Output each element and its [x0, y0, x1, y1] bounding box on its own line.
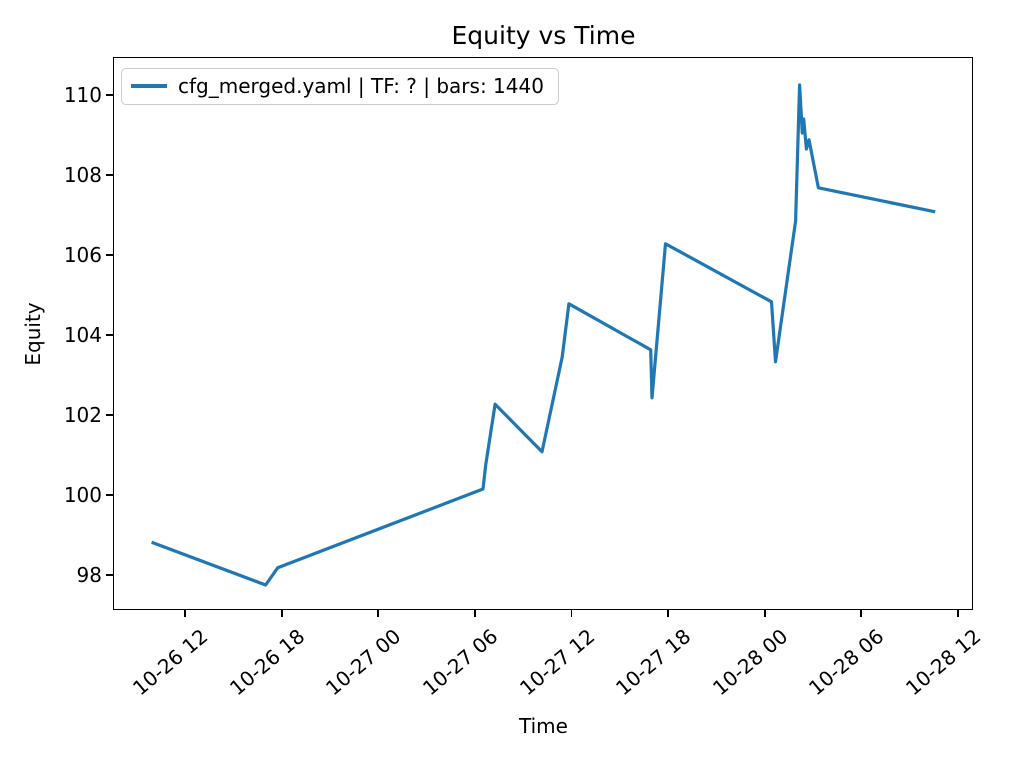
legend-line-sample-icon: [131, 84, 167, 88]
x-tick: [957, 610, 959, 617]
chart-title: Equity vs Time: [451, 21, 636, 50]
legend: cfg_merged.yaml | TF: ? | bars: 1440: [121, 68, 559, 105]
y-tick: [106, 94, 113, 96]
y-tick: [106, 254, 113, 256]
y-tick-label: 104: [63, 323, 102, 347]
y-axis-label: Equity: [21, 302, 45, 366]
x-tick: [377, 610, 380, 617]
y-tick: [106, 174, 113, 176]
y-tick: [106, 574, 113, 576]
y-tick-label: 98: [76, 563, 102, 587]
y-tick-label: 108: [63, 163, 102, 187]
y-tick-label: 102: [63, 403, 102, 427]
legend-label: cfg_merged.yaml | TF: ? | bars: 1440: [178, 74, 544, 98]
x-tick: [280, 610, 283, 617]
x-tick: [184, 610, 186, 617]
x-tick: [570, 610, 573, 617]
y-tick-label: 106: [63, 243, 102, 267]
x-tick: [667, 610, 670, 617]
x-axis-label: Time: [519, 714, 568, 738]
y-tick-label: 100: [63, 483, 102, 507]
y-tick: [106, 414, 113, 416]
x-tick: [763, 610, 766, 617]
y-tick: [106, 494, 113, 496]
y-tick: [106, 334, 113, 336]
y-tick-label: 110: [63, 83, 102, 107]
x-tick: [860, 610, 863, 617]
x-tick: [474, 610, 476, 617]
